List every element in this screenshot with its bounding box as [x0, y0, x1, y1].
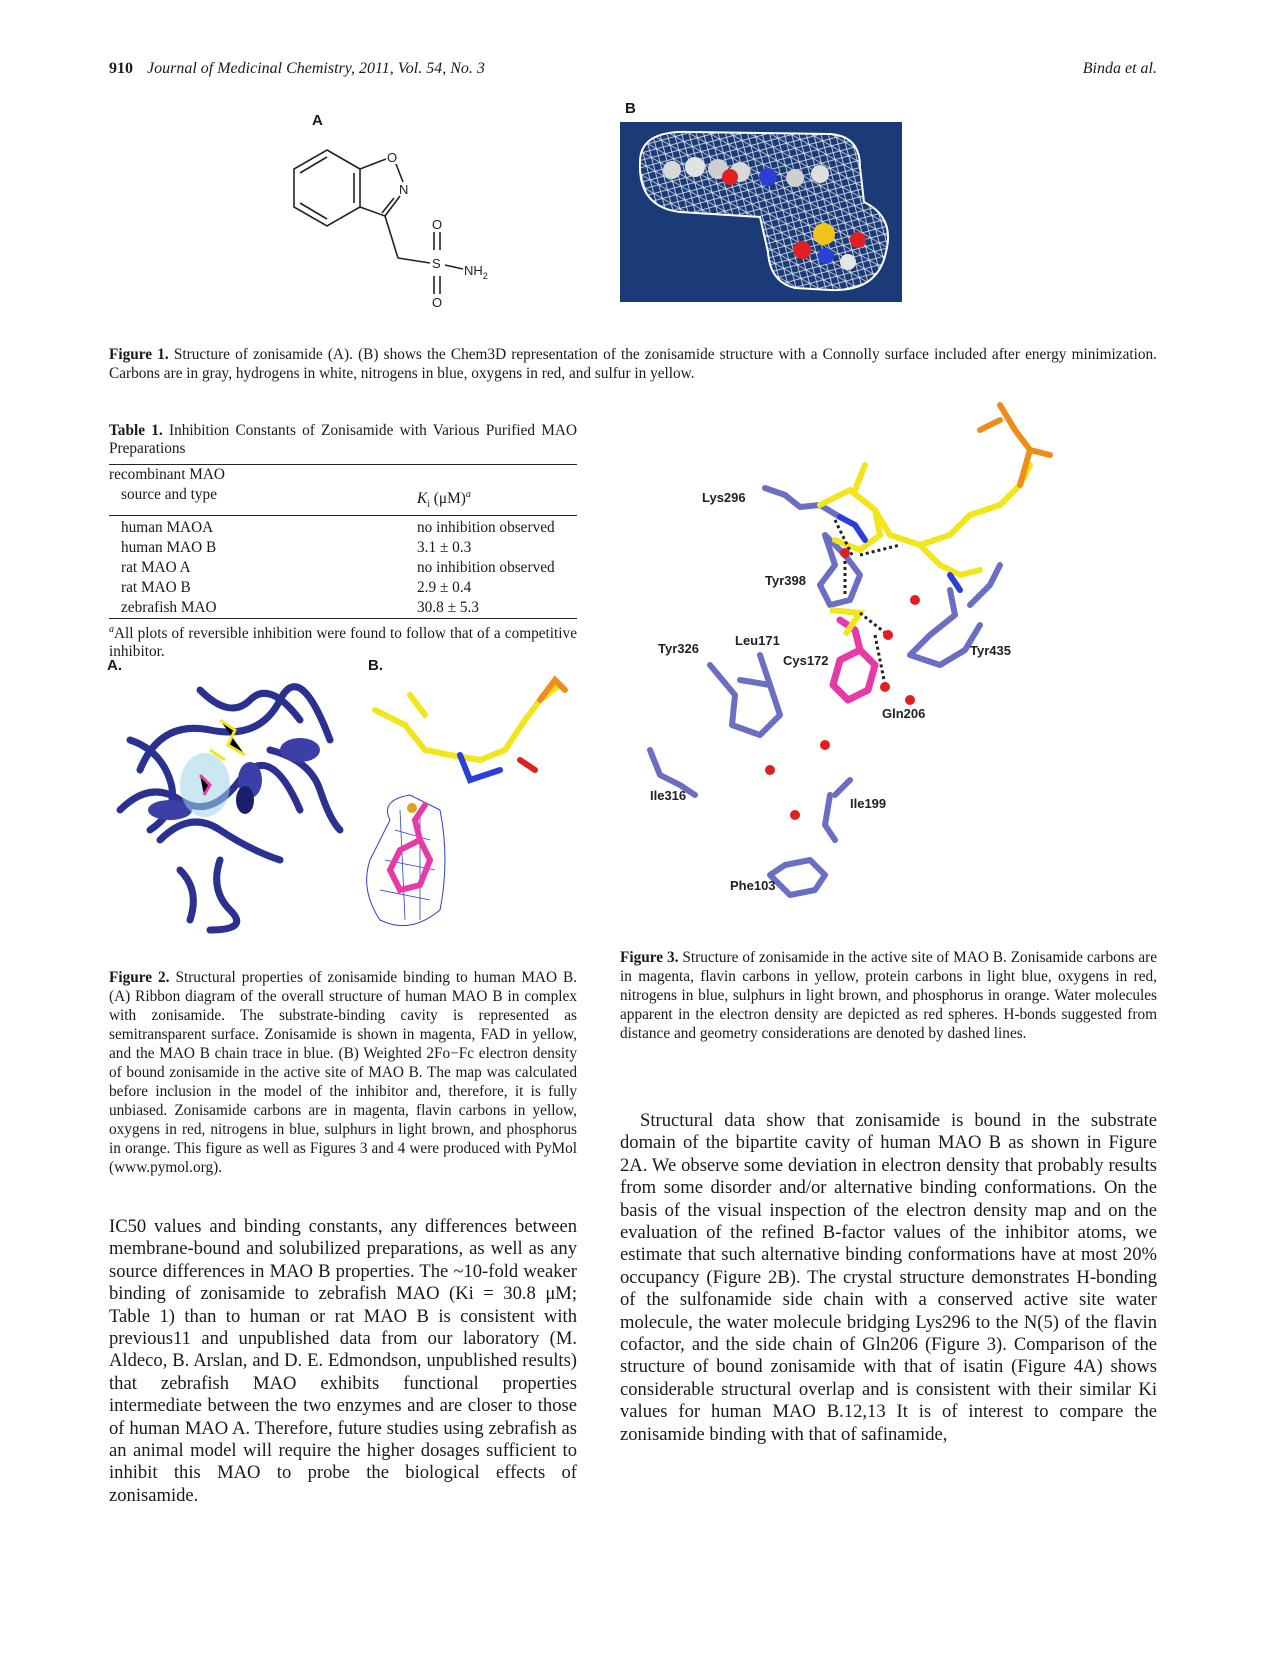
- label-leu171: Leu171: [735, 633, 780, 648]
- figure1-panel-b-label: B: [625, 100, 636, 117]
- table1-col1-header-line1: recombinant MAO: [109, 466, 225, 483]
- active-site-render: Lys296 Tyr398 Tyr326 Leu171 Cys172 Tyr43…: [647, 402, 1053, 898]
- atom-o2: O: [432, 295, 442, 310]
- table1-title: Table 1. Inhibition Constants of Zonisam…: [109, 422, 577, 457]
- table1-footnote: aAll plots of reversible inhibition were…: [109, 624, 577, 661]
- table1-row: zebrafish MAO 30.8 ± 5.3: [121, 599, 479, 617]
- authors: Binda et al.: [1082, 60, 1157, 77]
- figure2-panel-b-label: B.: [368, 657, 383, 674]
- page-number: 910: [109, 60, 133, 77]
- body-left-paragraph: IC50 values and binding constants, any d…: [109, 1216, 577, 1506]
- electron-density-map: [366, 675, 568, 927]
- figure1-panel-a-label: A: [312, 112, 323, 129]
- atom-spheres: [663, 157, 866, 270]
- atom-s: S: [432, 256, 441, 271]
- table1-row: rat MAO B 2.9 ± 0.4: [121, 579, 472, 597]
- body-right-paragraph: Structural data show that zonisamide is …: [620, 1110, 1157, 1445]
- atom-n: N: [399, 182, 408, 197]
- water-molecules: [765, 548, 920, 820]
- journal-citation: Journal of Medicinal Chemistry, 2011, Vo…: [147, 60, 485, 77]
- label-tyr435: Tyr435: [970, 643, 1011, 658]
- label-ile199: Ile199: [850, 796, 886, 811]
- label-gln206: Gln206: [882, 706, 925, 721]
- atom-o: O: [387, 150, 397, 165]
- figure3-caption: Figure 3. Structure of zonisamide in the…: [620, 949, 1157, 1042]
- h-bonds: [833, 519, 901, 686]
- running-header: 910 Journal of Medicinal Chemistry, 2011…: [109, 60, 1157, 78]
- label-cys172: Cys172: [783, 653, 829, 668]
- label-lys296: Lys296: [702, 490, 746, 505]
- figure2-caption: Figure 2. Structural properties of zonis…: [109, 969, 577, 1176]
- table1-row: human MAOA no inhibition observed: [121, 519, 555, 537]
- figure1-caption: Figure 1. Structure of zonisamide (A). (…: [109, 346, 1158, 382]
- label-ile316: Ile316: [650, 788, 686, 803]
- table1-grid: recombinant MAO source and type Ki (μM)a…: [109, 465, 577, 622]
- figure2-panel-a-label: A.: [107, 657, 122, 674]
- connolly-surface-render: [620, 122, 902, 302]
- label-tyr398: Tyr398: [765, 573, 806, 588]
- zonisamide-structure: O N O S NH2 O: [293, 149, 488, 310]
- density-mesh: [366, 794, 446, 927]
- label-tyr326: Tyr326: [658, 641, 699, 656]
- atom-o1: O: [432, 217, 442, 232]
- table1-col2-header: Ki (μM)a: [417, 489, 471, 511]
- mao-b-ribbon-diagram: [116, 683, 344, 934]
- label-phe103: Phe103: [730, 878, 776, 893]
- table1: Table 1. Inhibition Constants of Zonisam…: [109, 422, 577, 661]
- table1-row: human MAO B 3.1 ± 0.3: [121, 539, 472, 557]
- atom-nh2: NH2: [464, 263, 488, 281]
- table1-col1-header-line2: source and type: [121, 486, 217, 503]
